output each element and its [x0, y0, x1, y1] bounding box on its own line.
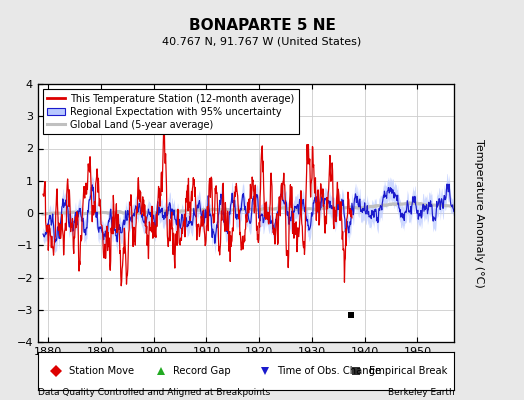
Y-axis label: Temperature Anomaly (°C): Temperature Anomaly (°C)	[474, 139, 484, 287]
Text: BONAPARTE 5 NE: BONAPARTE 5 NE	[189, 18, 335, 34]
Text: Berkeley Earth: Berkeley Earth	[388, 388, 454, 397]
Text: Data Quality Controlled and Aligned at Breakpoints: Data Quality Controlled and Aligned at B…	[38, 388, 270, 397]
Legend: This Temperature Station (12-month average), Regional Expectation with 95% uncer: This Temperature Station (12-month avera…	[42, 89, 299, 134]
Text: Record Gap: Record Gap	[173, 366, 231, 376]
Text: Station Move: Station Move	[69, 366, 134, 376]
Text: 40.767 N, 91.767 W (United States): 40.767 N, 91.767 W (United States)	[162, 37, 362, 47]
Text: Empirical Break: Empirical Break	[369, 366, 447, 376]
Text: Time of Obs. Change: Time of Obs. Change	[277, 366, 381, 376]
